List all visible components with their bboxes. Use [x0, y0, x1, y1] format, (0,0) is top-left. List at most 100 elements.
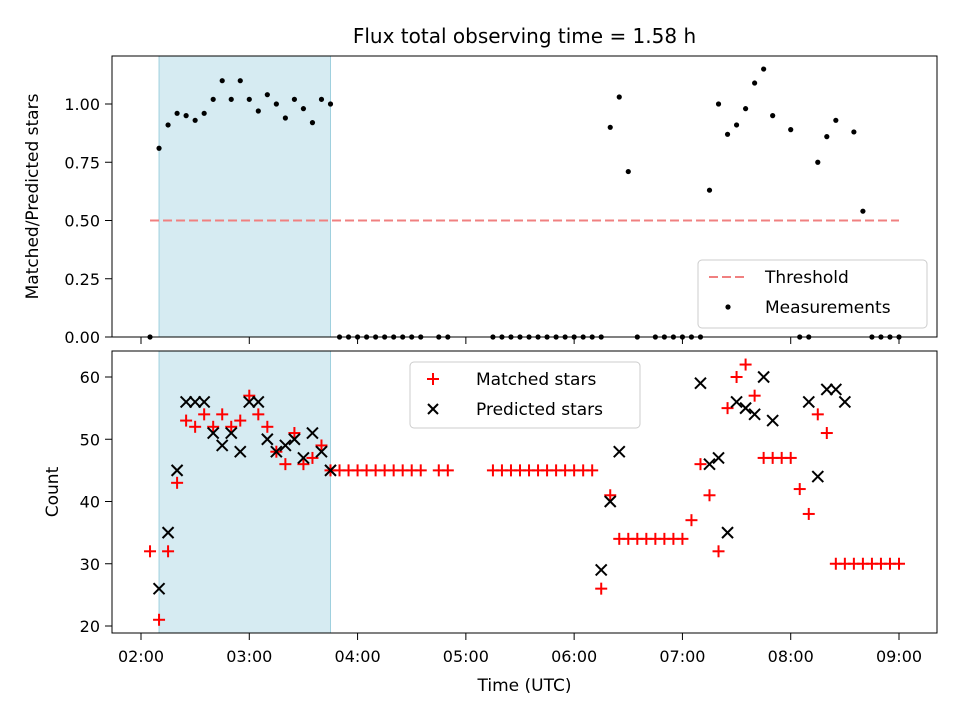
ratio-legend-box: [697, 259, 928, 329]
matched-point: [676, 532, 689, 545]
x-axis-label: Time (UTC): [477, 676, 572, 696]
measurement-point: [724, 131, 731, 137]
measurement-point: [264, 92, 270, 98]
ratio-y-tick-label: 1.00: [64, 95, 100, 114]
predicted-points: [152, 370, 852, 595]
ratio-x-ticks: [140, 337, 900, 344]
count-x-tick-label: 05:00: [443, 647, 489, 666]
count-x-axis: 02:00 03:00 04:00 05:00 06:00 07:00 08:00 09:00: [118, 633, 922, 666]
count-x-tick-label: 02:00: [118, 647, 164, 666]
predicted-point: [288, 433, 301, 446]
matched-point: [144, 545, 157, 558]
predicted-point: [252, 395, 265, 409]
predicted-point: [730, 395, 743, 409]
count-highlight-band: [158, 350, 331, 634]
ratio-y-tick-label: 0.25: [64, 270, 100, 289]
matched-point: [730, 371, 743, 383]
measurement-point: [625, 168, 631, 175]
measurement-point: [273, 101, 279, 107]
count-y-tick-label: 30: [80, 555, 100, 574]
matched-point: [721, 402, 734, 415]
matched-point: [586, 464, 599, 477]
matched-point: [685, 514, 698, 527]
predicted-point: [703, 457, 716, 471]
count-y-tick-label: 20: [80, 617, 100, 636]
matched-point: [315, 439, 328, 452]
count-y-label: Count: [43, 466, 63, 517]
predicted-point: [712, 451, 725, 465]
measurement-point: [607, 124, 613, 130]
count-x-tick-label: 07:00: [659, 647, 705, 666]
measurement-point: [616, 94, 622, 100]
predicted-point: [757, 370, 770, 384]
predicted-point: [748, 408, 761, 421]
predicted-point: [838, 395, 852, 409]
threshold-legend-label: Threshold: [764, 268, 849, 288]
measurement-point: [291, 96, 298, 102]
predicted-point: [721, 526, 734, 539]
count-y-axis: 20 30 40 50 60: [80, 368, 112, 636]
measurement-point: [851, 129, 857, 135]
matched-point: [234, 414, 247, 427]
predicted-point: [279, 439, 292, 452]
measurement-point: [282, 115, 288, 121]
count-panel: 20 30 40 50 60 02:00 03:00 04:00 05:00 06:00 07:0…: [43, 350, 938, 696]
matched-point: [180, 414, 193, 427]
matched-point: [252, 408, 265, 421]
matched-point: [153, 613, 166, 626]
matched-point: [288, 427, 301, 440]
predicted-point: [188, 395, 202, 409]
predicted-point: [315, 445, 328, 458]
predicted-point: [206, 426, 220, 440]
predicted-legend-swatch: [427, 403, 439, 415]
matched-legend-swatch: [427, 373, 439, 385]
matched-point: [703, 489, 716, 502]
predicted-point: [306, 426, 319, 440]
predicted-point: [152, 582, 166, 595]
measurement-point: [860, 208, 866, 214]
measurement-point: [770, 113, 776, 119]
measurement-point: [715, 101, 722, 107]
matched-point: [414, 464, 427, 477]
matched-point: [297, 458, 310, 471]
predicted-point: [820, 383, 834, 396]
predicted-point: [170, 464, 184, 477]
matched-point: [225, 420, 238, 433]
predicted-point: [161, 526, 175, 539]
count-y-tick-label: 60: [80, 368, 100, 387]
matched-point: [207, 420, 220, 433]
count-x-tick-label: 04:00: [335, 647, 381, 666]
ratio-panel: 0.00 0.25 0.50 0.75 1.00 Matched/Predicted s…: [23, 55, 938, 347]
measurement-point: [742, 106, 749, 112]
measurement-point: [300, 106, 307, 112]
matched-legend-label: Matched stars: [476, 370, 596, 390]
matched-point: [712, 545, 725, 558]
measurement-point: [815, 159, 821, 165]
ratio-y-tick-label: 0.50: [64, 212, 100, 231]
matched-point: [802, 507, 815, 520]
measurement-point: [201, 110, 207, 116]
predicted-point: [324, 464, 337, 477]
ratio-legend: Threshold Measurements: [697, 259, 928, 329]
predicted-point: [694, 377, 707, 390]
measurement-points: [147, 66, 902, 340]
predicted-point: [297, 451, 310, 465]
predicted-point: [270, 445, 283, 458]
measurement-point: [327, 101, 334, 107]
predicted-point: [197, 395, 211, 409]
predicted-point: [766, 414, 779, 427]
ratio-y-label: Matched/Predicted stars: [23, 93, 43, 299]
predicted-point: [225, 426, 238, 440]
measurement-point: [309, 120, 316, 126]
count-x-tick-label: 08:00: [768, 647, 814, 666]
predicted-point: [604, 495, 617, 508]
predicted-point: [829, 383, 843, 396]
ratio-highlight-band: [158, 55, 331, 338]
predicted-point: [739, 401, 752, 415]
measurement-point: [228, 96, 234, 102]
predicted-point: [595, 563, 608, 577]
measurement-point: [156, 145, 162, 151]
measurement-point: [237, 78, 243, 84]
matched-point: [793, 483, 806, 496]
